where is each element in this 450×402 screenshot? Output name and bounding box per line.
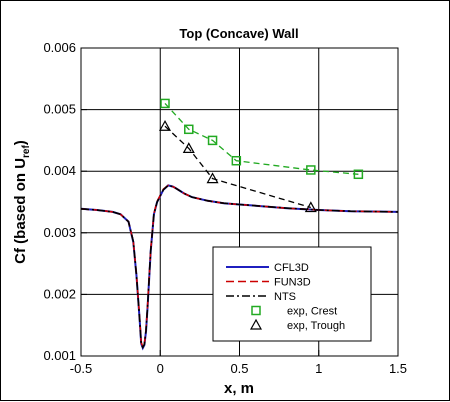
- y-tick-label: 0.002: [43, 286, 76, 301]
- chart-title: Top (Concave) Wall: [179, 26, 298, 41]
- x-tick-label: 0: [157, 361, 164, 376]
- series-exp-trough-fit: [164, 125, 311, 209]
- y-tick-label: 0.001: [43, 348, 76, 363]
- series-exp-crest-marker: [207, 135, 218, 146]
- x-tick-label: 0.5: [230, 361, 248, 376]
- legend-box: [212, 246, 372, 342]
- series-exp-trough-marker: [158, 119, 172, 131]
- x-tick-label: -0.5: [70, 361, 92, 376]
- series-exp-crest-marker: [160, 98, 170, 109]
- y-axis-label-main: Cf (based on U: [12, 158, 29, 264]
- legend-items: CFL3D FUN3D NTS exp, Crest exp, Trough: [226, 262, 345, 332]
- series-exp-crest-marker: [353, 169, 364, 180]
- legend-exp-crest-symbol: [251, 305, 261, 316]
- series-exp-crest-marker: [306, 165, 316, 175]
- series-exp-crest-fit: [164, 102, 359, 175]
- series-nts-line: [80, 184, 399, 350]
- y-tick-label: 0.006: [43, 40, 76, 55]
- legend: CFL3D FUN3D NTS exp, Crest exp, Trough: [212, 246, 372, 342]
- x-tick-label: 1.5: [389, 361, 407, 376]
- y-axis-label-subscript: ref: [21, 145, 32, 158]
- series-layer: [80, 98, 399, 351]
- series-exp-trough-marker: [182, 142, 195, 154]
- x-tick-label: 1: [315, 361, 322, 376]
- y-axis-label-close: ): [12, 140, 29, 145]
- legend-nts-label: NTS: [274, 291, 296, 303]
- tick-layer: -0.5 0 0.5 1 1.5 0.001 0.002 0.003 0.004 0.005 0.0…: [43, 40, 407, 376]
- series-exp-crest-marker: [231, 155, 242, 166]
- legend-exp-trough-label: exp, Trough: [287, 320, 345, 332]
- legend-cfl3d-label: CFL3D: [274, 262, 309, 274]
- y-tick-label: 0.004: [43, 163, 76, 178]
- y-axis-label: Cf (based on Uref): [12, 140, 32, 264]
- y-tick-label: 0.003: [43, 225, 76, 240]
- y-tick-label: 0.005: [43, 102, 76, 117]
- legend-fun3d-label: FUN3D: [274, 277, 311, 289]
- series-exp-trough-marker: [206, 172, 219, 184]
- legend-exp-trough-symbol: [249, 318, 263, 330]
- series-exp-crest-marker: [184, 124, 194, 135]
- series-exp-trough-marker: [304, 201, 317, 213]
- legend-exp-crest-label: exp, Crest: [287, 306, 337, 318]
- x-axis-label: x, m: [224, 380, 254, 397]
